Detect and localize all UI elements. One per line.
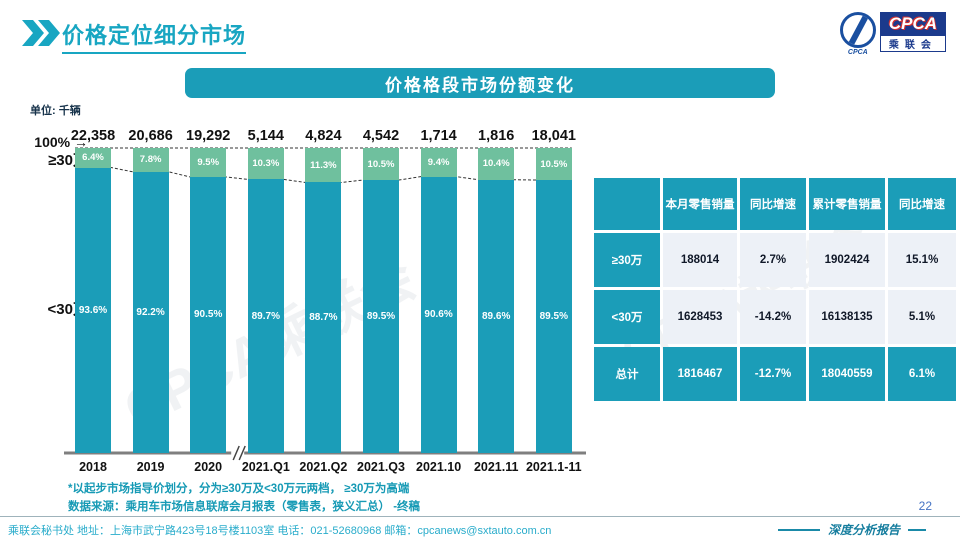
x-axis-label: 2021.11 <box>473 460 519 474</box>
cpca-swoosh-icon <box>839 12 876 48</box>
footnote: 数据来源：乘用车市场信息联席会月报表（零售表，狭义汇总） -终稿 <box>68 501 421 513</box>
x-axis-label: 2020 <box>194 460 223 474</box>
stacked-bar-2019: 7.8% 92.2% <box>132 148 169 453</box>
cpca-logo-subtext: 乘联会 <box>879 36 946 52</box>
x-axis-label: 2021.Q2 <box>299 460 348 474</box>
bar-total-label: 20,686 <box>128 128 173 144</box>
footer-divider <box>0 516 960 517</box>
table-cell: -14.2% <box>740 290 806 344</box>
segment-high: 9.5% <box>190 148 227 177</box>
stacked-bar-2021.1-11: 10.5% 89.5% <box>535 148 572 453</box>
stacked-bar-2021.Q1: 10.3% 89.7% <box>247 148 284 453</box>
segment-high: 9.4% <box>420 148 457 177</box>
segment-low: 90.5% <box>190 176 227 453</box>
section-title: 价格格段市场份额变化 <box>385 75 575 95</box>
table-cell: 1628453 <box>663 290 737 344</box>
stacked-bar-2021.Q2: 11.3% 88.7% <box>305 148 342 453</box>
segment-low: 93.6% <box>75 167 111 453</box>
y-axis-100-label: 100% → <box>34 134 88 150</box>
footer-contact: 乘联会秘书处 地址：上海市武宁路423号18号楼1103室 电话：021-526… <box>8 525 552 537</box>
bar-total-label: 18,041 <box>531 128 576 144</box>
table-cell: 18040559 <box>809 347 885 401</box>
table-header-cell <box>594 178 660 230</box>
segment-low: 89.6% <box>478 179 515 453</box>
cpca-logo: CPCA CPCA 乘联会 <box>839 12 946 56</box>
table-header-cell: 同比增速 <box>740 178 806 230</box>
footnotes: *以起步市场指导价划分，分为≥30万及<30万元两档， ≥30万为高端 数据来源… <box>68 480 420 516</box>
segment-low: 89.7% <box>247 179 284 453</box>
table-cell: 188014 <box>663 233 737 287</box>
bar-total-label: 1,816 <box>478 128 515 144</box>
bar-total-label: 19,292 <box>186 128 231 144</box>
bar-total-label: 22,358 <box>70 128 116 144</box>
table-cell: -12.7% <box>740 347 806 401</box>
x-axis-label: 2021.Q1 <box>241 460 290 474</box>
segment-high: 10.5% <box>363 148 399 181</box>
footnote: *以起步市场指导价划分，分为≥30万及<30万元两档， ≥30万为高端 <box>68 483 410 495</box>
table-header-cell: 本月零售销量 <box>663 178 737 230</box>
bar-total-label: 5,144 <box>247 128 284 144</box>
unit-label: 单位: 千辆 <box>30 105 81 117</box>
cpca-logo-box: CPCA 乘联会 <box>879 12 946 52</box>
stacked-bar-2021.Q3: 10.5% 89.5% <box>363 148 399 453</box>
x-axis-label: 2021.1-11 <box>525 460 582 474</box>
segment-low: 92.2% <box>132 171 169 453</box>
segment-low: 89.5% <box>535 180 572 453</box>
stacked-bar-2020: 9.5% 90.5% <box>190 148 227 453</box>
segment-high: 10.3% <box>247 148 284 180</box>
table-cell: 6.1% <box>888 347 956 401</box>
table-row-label: ≥30万 <box>594 233 660 287</box>
x-axis-label: 2021.Q3 <box>357 460 405 474</box>
report-name: 深度分析报告 <box>778 521 926 538</box>
x-axis-label: 2019 <box>136 460 165 474</box>
cpca-logo-text: CPCA <box>879 12 946 36</box>
double-chevron-icon <box>22 20 60 46</box>
stacked-bar-2021.11: 10.4% 89.6% <box>478 148 515 453</box>
table-row-label: 总计 <box>594 347 660 401</box>
stacked-bar-2018: 6.4% 93.6% <box>75 148 111 453</box>
report-name-text: 深度分析报告 <box>827 523 900 537</box>
table-cell: 15.1% <box>888 233 956 287</box>
table-cell: 2.7% <box>740 233 806 287</box>
x-axis-label: 2018 <box>79 460 107 474</box>
page-number: 22 <box>918 499 932 513</box>
table-cell: 1902424 <box>809 233 885 287</box>
segment-high: 10.4% <box>478 148 515 180</box>
page-title: 价格定位细分市场 <box>62 18 247 54</box>
summary-table: 本月零售销量 同比增速 累计零售销量 同比增速 ≥30万 188014 2.7% 190242… <box>594 178 956 401</box>
section-title-bar: 价格格段市场份额变化 <box>185 68 775 98</box>
stacked-bar-2021.10: 9.4% 90.6% <box>420 148 457 453</box>
bar-total-label: 4,824 <box>305 128 342 144</box>
chevron-icon <box>38 20 60 46</box>
segment-high: 10.5% <box>535 148 572 181</box>
table-header-cell: 累计零售销量 <box>809 178 885 230</box>
table-header-cell: 同比增速 <box>888 178 956 230</box>
table-cell: 16138135 <box>809 290 885 344</box>
segment-low: 90.6% <box>420 176 457 453</box>
table-cell: 5.1% <box>888 290 956 344</box>
chevron-icon <box>22 20 44 46</box>
segment-high: 11.3% <box>305 148 342 183</box>
x-axis-label: 2021.10 <box>416 460 462 474</box>
table-row-label: <30万 <box>594 290 660 344</box>
cpca-logo-mark: CPCA <box>839 12 876 56</box>
segment-low: 88.7% <box>305 182 342 453</box>
cpca-logo-caption: CPCA <box>847 49 868 56</box>
bar-total-label: 1,714 <box>420 128 457 144</box>
segment-high: 7.8% <box>132 148 169 172</box>
bar-total-label: 4,542 <box>362 128 400 144</box>
segment-high: 6.4% <box>75 148 111 168</box>
segment-low: 89.5% <box>363 180 399 453</box>
table-cell: 1816467 <box>663 347 737 401</box>
